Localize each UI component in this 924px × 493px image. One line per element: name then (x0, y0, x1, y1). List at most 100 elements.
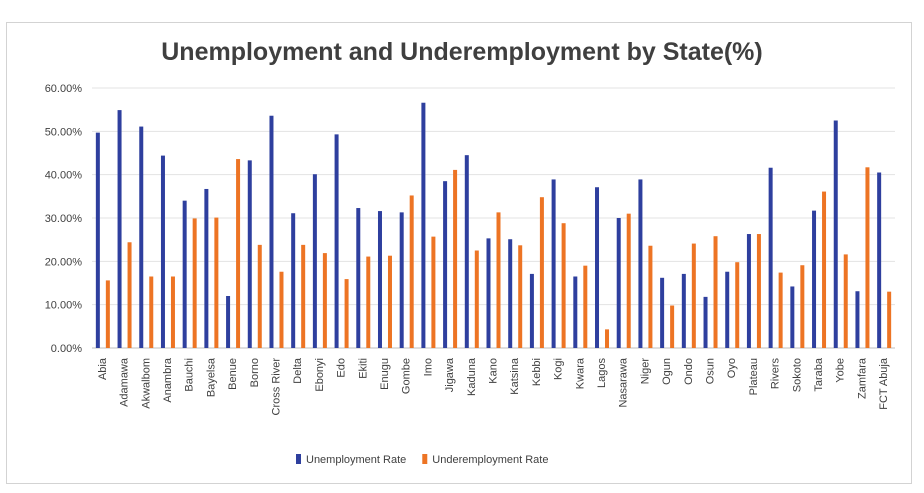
bar-unemployment (443, 181, 448, 348)
bar-underemployment (539, 197, 544, 348)
bar-unemployment (703, 296, 708, 348)
bar-unemployment (877, 172, 882, 348)
chart-frame (6, 22, 912, 484)
legend-swatch (296, 454, 301, 464)
bar-underemployment (778, 272, 783, 348)
bar-underemployment (670, 305, 675, 348)
y-tick-label: 10.00% (45, 300, 83, 312)
bar-unemployment (226, 296, 231, 348)
legend-swatch (422, 454, 428, 464)
bar-underemployment (691, 243, 696, 348)
bar-unemployment (486, 238, 491, 348)
bar-underemployment (149, 276, 154, 348)
x-category-label: Oyo (726, 358, 738, 378)
bar-unemployment (139, 126, 144, 348)
bar-unemployment (768, 167, 773, 348)
bar-underemployment (605, 329, 610, 348)
bar-underemployment (170, 276, 175, 348)
legend-label: Underemployment Rate (432, 454, 548, 466)
bar-underemployment (344, 279, 349, 348)
y-tick-label: 20.00% (45, 256, 83, 268)
bar-underemployment (887, 291, 892, 348)
gridlines (92, 87, 895, 349)
x-category-label: Plateau (748, 358, 760, 395)
x-category-label: Taraba (813, 357, 825, 392)
bar-underemployment (474, 250, 479, 348)
bar-unemployment (117, 110, 122, 348)
bar-underemployment (387, 255, 392, 348)
y-tick-label: 0.00% (51, 343, 82, 355)
bar-unemployment (312, 174, 317, 348)
x-category-label: Katsina (509, 357, 521, 395)
bar-underemployment (301, 244, 306, 348)
x-category-label: Ekiti (357, 358, 369, 379)
x-category-label: Kogi (553, 358, 565, 380)
x-category-label: Kebbi (531, 358, 543, 386)
chart-title: Unemployment and Underemployment by Stat… (161, 38, 763, 66)
bar-underemployment (453, 169, 458, 348)
bar-underemployment (409, 195, 414, 348)
x-category-label: Imo (422, 358, 434, 376)
bar-unemployment (334, 134, 339, 348)
x-category-label: FCT Abuja (878, 357, 890, 410)
bar-underemployment (561, 223, 566, 348)
bar-unemployment (725, 271, 730, 348)
x-category-label: Yobe (835, 358, 847, 383)
x-category-label: Osun (705, 358, 717, 384)
bar-underemployment (279, 271, 284, 348)
legend: Unemployment Rate Underemployment Rate (296, 454, 548, 466)
bar-unemployment (681, 273, 686, 348)
x-category-label: Bauchi (184, 358, 196, 392)
bar-unemployment (160, 155, 165, 348)
bar-unemployment (616, 218, 621, 348)
bar-underemployment (366, 256, 371, 348)
bar-unemployment (182, 200, 187, 348)
bar-unemployment (638, 179, 643, 348)
y-tick-label: 40.00% (45, 170, 83, 182)
bar-unemployment (529, 273, 534, 348)
bar-underemployment (756, 234, 761, 348)
bar-unemployment (399, 212, 404, 348)
bar-underemployment (822, 191, 827, 348)
x-category-label: Kaduna (466, 357, 478, 396)
x-axis-categories: Abia Adamawa Akwalbom Anambra Bauchi Bayelsa B… (97, 357, 890, 415)
y-tick-label: 30.00% (45, 213, 83, 225)
x-category-label: Lagos (596, 358, 608, 388)
bar-unemployment (377, 211, 382, 348)
x-category-label: Bayelsa (205, 357, 217, 397)
bar-underemployment (583, 265, 588, 348)
legend-label: Unemployment Rate (306, 454, 406, 466)
bar-underemployment (496, 212, 501, 348)
x-category-label: Cross River (270, 358, 282, 416)
bar-unemployment (551, 179, 556, 348)
bar-underemployment (214, 217, 219, 348)
x-category-label: Ogun (661, 358, 673, 385)
x-category-label: Niger (639, 358, 651, 385)
bar-underemployment (648, 245, 653, 348)
bar-unemployment (855, 291, 860, 348)
bar-unemployment (95, 132, 100, 348)
bar-unemployment (356, 208, 361, 348)
bar-underemployment (236, 159, 241, 348)
x-category-label: Benue (227, 358, 239, 390)
bar-unemployment (269, 115, 274, 348)
x-category-label: Anambra (162, 357, 174, 403)
x-category-label: Nasarawa (618, 357, 630, 407)
bar-unemployment (464, 155, 469, 348)
bar-unemployment (508, 239, 513, 348)
x-category-label: Adamawa (119, 357, 131, 407)
bar-unemployment (247, 160, 252, 348)
x-category-label: Kano (488, 358, 500, 384)
bar-underemployment (257, 244, 262, 348)
x-category-label: Delta (292, 357, 304, 384)
x-category-label: Abia (97, 357, 109, 380)
bar-underemployment (127, 242, 132, 348)
bar-unemployment (573, 276, 578, 348)
bar-underemployment (843, 254, 848, 348)
bar-underemployment (735, 262, 740, 348)
bar-unemployment (291, 213, 296, 348)
y-axis-ticks: 0.00% 10.00% 20.00% 30.00% 40.00% 50.00% 60.00… (45, 83, 83, 355)
x-category-label: Sokoto (791, 358, 803, 392)
bar-underemployment (105, 280, 110, 348)
bar-unemployment (660, 277, 665, 348)
